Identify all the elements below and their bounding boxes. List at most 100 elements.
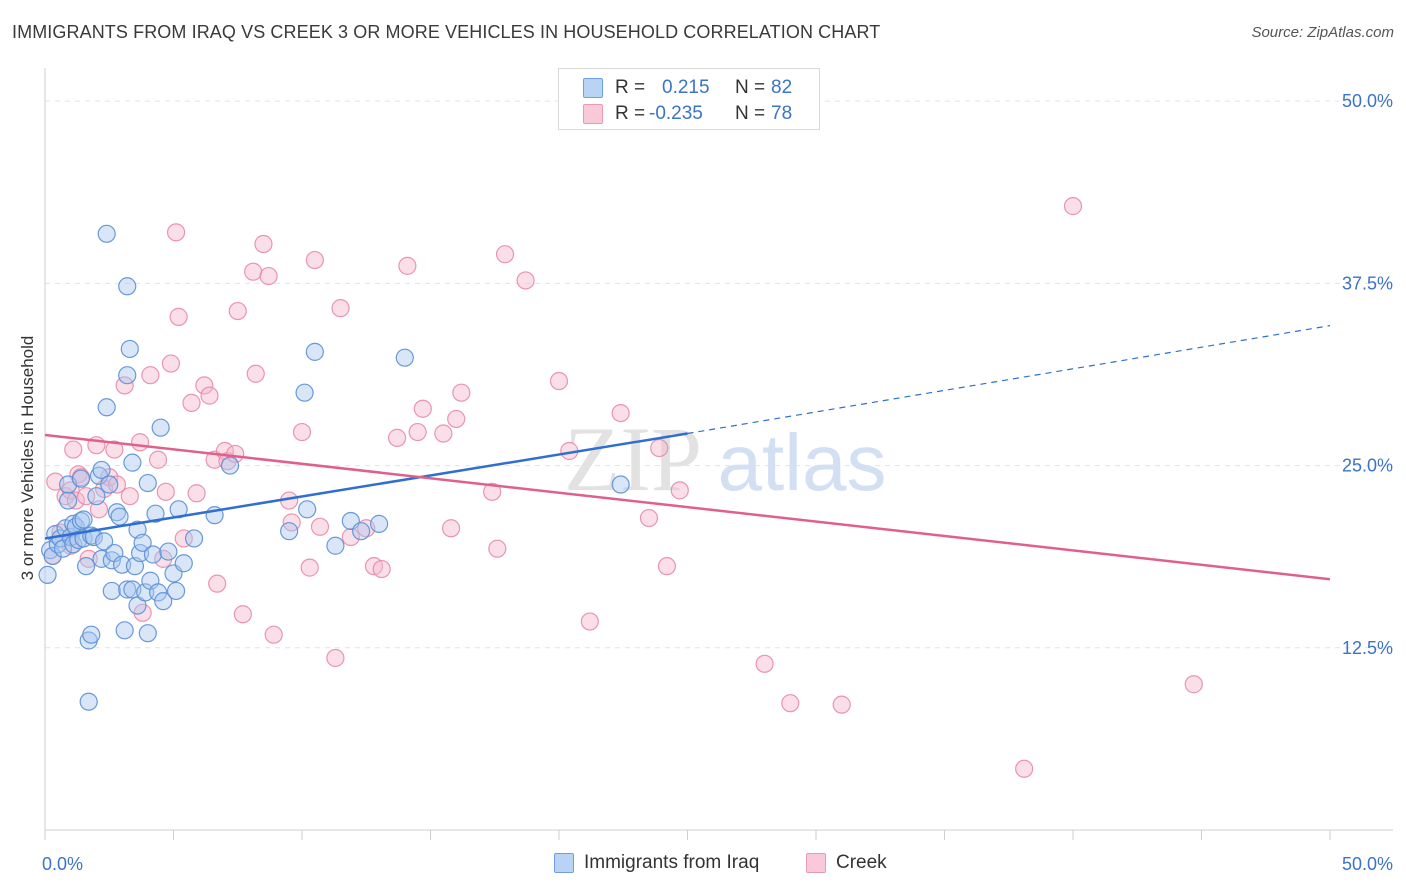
iraq-point bbox=[97, 398, 116, 417]
iraq-point bbox=[118, 277, 137, 296]
source-label: Source: ZipAtlas.com bbox=[1251, 24, 1394, 41]
creek-point bbox=[259, 266, 278, 286]
iraq-point bbox=[110, 507, 129, 526]
y-tick-label: 50.0% bbox=[1342, 91, 1393, 111]
iraq-point bbox=[102, 581, 121, 601]
iraq-point bbox=[138, 624, 157, 643]
iraq-trend-line bbox=[44, 432, 688, 540]
creek-point bbox=[195, 376, 214, 395]
iraq-point bbox=[95, 532, 114, 551]
creek-point bbox=[161, 354, 181, 373]
creek-point bbox=[650, 438, 669, 458]
iraq-point bbox=[184, 529, 204, 548]
creek-point bbox=[77, 487, 96, 506]
stats-r-label: R = bbox=[615, 77, 646, 98]
watermark: ZIP atlas bbox=[564, 408, 886, 510]
x-tick-label: 50.0% bbox=[1342, 854, 1393, 874]
axes bbox=[44, 68, 1393, 840]
creek-point bbox=[130, 433, 150, 452]
creek-point bbox=[447, 409, 466, 429]
creek-point bbox=[670, 481, 689, 500]
iraq-point bbox=[146, 504, 165, 523]
x-tick-label: 0.0% bbox=[42, 854, 83, 874]
iraq-point bbox=[43, 546, 62, 566]
creek-point bbox=[120, 487, 139, 506]
trend-lines bbox=[44, 325, 1331, 581]
stats-n-value: 78 bbox=[771, 103, 793, 124]
creek-point bbox=[516, 271, 535, 290]
iraq-point bbox=[174, 554, 193, 573]
tick-labels: 12.5% 25.0% 37.5% 50.0% 0.0% 50.0% bbox=[42, 91, 1393, 874]
creek-trend-line bbox=[44, 433, 1331, 581]
creek-point bbox=[549, 371, 569, 391]
creek-point bbox=[305, 250, 324, 270]
creek-point bbox=[755, 654, 774, 673]
creek-legend-swatch bbox=[806, 853, 826, 873]
creek-point bbox=[187, 484, 206, 503]
iraq-point bbox=[148, 583, 168, 602]
creek-point bbox=[483, 482, 502, 501]
stats-row-iraq: R = 0.215 N = 82 bbox=[559, 75, 819, 101]
iraq-swatch bbox=[583, 78, 603, 98]
stats-r-value: 0.215 bbox=[662, 77, 710, 98]
iraq-point bbox=[84, 527, 103, 547]
y-tick-label: 37.5% bbox=[1342, 273, 1393, 293]
creek-point bbox=[488, 539, 507, 558]
creek-point bbox=[244, 262, 263, 281]
creek-point bbox=[156, 482, 175, 501]
creek-point bbox=[441, 519, 461, 538]
iraq-point bbox=[136, 583, 155, 602]
y-tick-label: 12.5% bbox=[1342, 638, 1393, 658]
iraq-point bbox=[77, 557, 96, 576]
creek-point bbox=[200, 386, 219, 405]
creek-point bbox=[233, 605, 252, 624]
iraq-point bbox=[220, 456, 240, 475]
iraq-point bbox=[611, 475, 630, 494]
iraq-trend-extension bbox=[687, 325, 1331, 435]
iraq-points bbox=[38, 224, 630, 711]
iraq-point bbox=[102, 551, 121, 570]
creek-point bbox=[832, 695, 851, 714]
iraq-point bbox=[159, 542, 178, 561]
iraq-point bbox=[280, 522, 299, 541]
creek-point bbox=[246, 364, 265, 383]
creek-point bbox=[264, 625, 283, 644]
iraq-point bbox=[120, 339, 139, 359]
iraq-point bbox=[395, 348, 414, 367]
creek-point bbox=[341, 527, 360, 547]
iraq-point bbox=[326, 536, 345, 555]
creek-point bbox=[300, 558, 319, 577]
iraq-point bbox=[123, 453, 142, 472]
creek-point bbox=[580, 612, 599, 631]
legend-label: Creek bbox=[836, 852, 887, 873]
creek-point bbox=[141, 366, 160, 385]
iraq-point bbox=[115, 621, 134, 640]
iraq-point bbox=[59, 491, 78, 510]
stats-row-creek: R = -0.235 N = 78 bbox=[559, 101, 819, 127]
creek-point bbox=[781, 694, 800, 713]
creek-point bbox=[1063, 197, 1083, 216]
creek-point bbox=[292, 422, 312, 442]
creek-point bbox=[413, 399, 432, 418]
iraq-point bbox=[74, 510, 93, 529]
iraq-point bbox=[295, 383, 314, 402]
iraq-point bbox=[87, 487, 106, 506]
stats-r-label: R = bbox=[615, 103, 646, 124]
creek-point bbox=[148, 450, 168, 469]
iraq-point bbox=[154, 592, 173, 611]
creek-point bbox=[387, 428, 407, 447]
iraq-point bbox=[79, 692, 98, 711]
gridlines bbox=[45, 100, 1392, 649]
creek-point bbox=[657, 557, 677, 576]
creek-point bbox=[79, 549, 98, 568]
creek-point bbox=[434, 424, 453, 443]
stats-n-label: N = bbox=[735, 77, 766, 98]
creek-point bbox=[1184, 675, 1203, 694]
creek-point bbox=[326, 648, 345, 668]
creek-point bbox=[169, 307, 188, 326]
creek-point bbox=[331, 299, 350, 318]
stats-r-value: -0.235 bbox=[649, 103, 703, 124]
creek-point bbox=[495, 245, 515, 264]
iraq-point bbox=[133, 533, 152, 552]
creek-point bbox=[64, 440, 83, 459]
